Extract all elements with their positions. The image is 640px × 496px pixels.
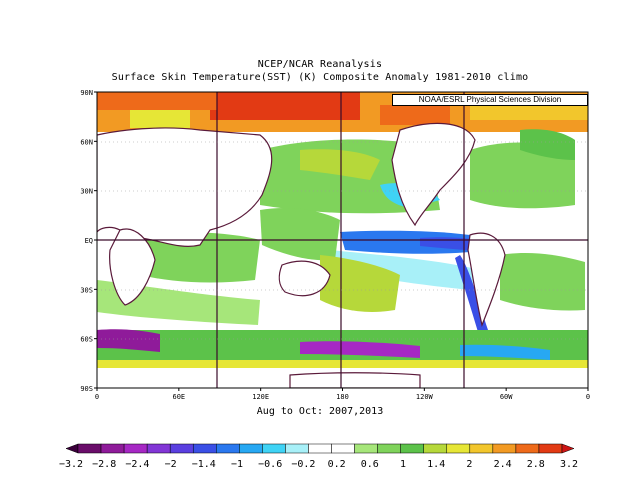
chart-subtitle: Surface Skin Temperature(SST) (K) Compos… <box>111 72 529 83</box>
colorbar-label: −2.4 <box>125 459 149 470</box>
lon-tick-label: 60W <box>500 393 513 401</box>
land-outlines <box>97 122 506 388</box>
colorbar-label: 1.4 <box>427 459 445 470</box>
lat-tick-label: 30N <box>80 188 93 196</box>
period-label: Aug to Oct: 2007,2013 <box>256 406 384 417</box>
colorbar-label: 0.6 <box>361 459 379 470</box>
lon-tick-label: 60E <box>173 393 186 401</box>
colorbar: −3.2 −2.8 −2.4 −2 −1.4 −1 −0.6 −0.2 0.2 0.6 1 1.4 2 2… <box>59 443 578 470</box>
colorbar-swatch <box>77 443 102 454</box>
colorbar-swatch <box>354 443 378 454</box>
colorbar-swatch <box>423 443 448 454</box>
colorbar-swatch <box>538 443 563 454</box>
latitude-axis: 90N 60N 30N EQ 30S 60S 90S <box>80 89 97 393</box>
colorbar-swatch <box>446 443 471 454</box>
colorbar-label: −2 <box>165 459 177 470</box>
colorbar-swatch <box>515 443 540 454</box>
chart-title: NCEP/NCAR Reanalysis <box>257 59 383 70</box>
colorbar-swatch <box>123 443 148 454</box>
colorbar-label: 2 <box>466 459 472 470</box>
lon-tick-label: 120W <box>416 393 434 401</box>
colorbar-swatch <box>492 443 517 454</box>
colorbar-label: −1.4 <box>192 459 216 470</box>
colorbar-label: −3.2 <box>59 459 83 470</box>
colorbar-swatch <box>146 443 171 454</box>
lat-tick-label: 60N <box>80 138 93 146</box>
colorbar-label: 2.4 <box>494 459 512 470</box>
colorbar-label: −0.2 <box>291 459 315 470</box>
colorbar-arrow-high <box>561 443 575 454</box>
colorbar-label: −1 <box>231 459 243 470</box>
colorbar-swatch <box>100 443 125 454</box>
colorbar-swatch <box>262 443 286 454</box>
colorbar-swatch <box>469 443 494 454</box>
colorbar-swatch <box>377 443 401 454</box>
colorbar-swatch <box>331 443 355 454</box>
lat-tick-label: EQ <box>85 237 93 245</box>
lat-tick-label: 60S <box>80 336 93 344</box>
longitude-axis: 0 60E 120E 180 120W 60W 0 <box>95 388 590 401</box>
colorbar-label: 1 <box>400 459 406 470</box>
lat-tick-label: 90S <box>80 385 93 393</box>
colorbar-swatch <box>239 443 263 454</box>
colorbar-arrow-low <box>65 443 79 454</box>
lat-tick-label: 30S <box>80 286 93 294</box>
lat-tick-label: 90N <box>80 89 93 97</box>
lon-tick-label: 180 <box>336 393 349 401</box>
colorbar-label: 0.2 <box>328 459 346 470</box>
lon-tick-label: 0 <box>95 393 99 401</box>
map-gridlines <box>97 92 588 388</box>
colorbar-swatch <box>285 443 309 454</box>
colorbar-label: −2.8 <box>92 459 116 470</box>
colorbar-swatch <box>400 443 424 454</box>
lon-tick-label: 120E <box>252 393 269 401</box>
colorbar-label: 3.2 <box>560 459 578 470</box>
colorbar-swatch <box>192 443 217 454</box>
colorbar-label: 2.8 <box>527 459 545 470</box>
colorbar-label: −0.6 <box>258 459 282 470</box>
colorbar-swatch <box>169 443 194 454</box>
credit-box: NOAA/ESRL Physical Sciences Division <box>392 94 588 106</box>
colorbar-swatch <box>308 443 332 454</box>
colorbar-swatch <box>216 443 240 454</box>
lon-tick-label: 0 <box>586 393 590 401</box>
